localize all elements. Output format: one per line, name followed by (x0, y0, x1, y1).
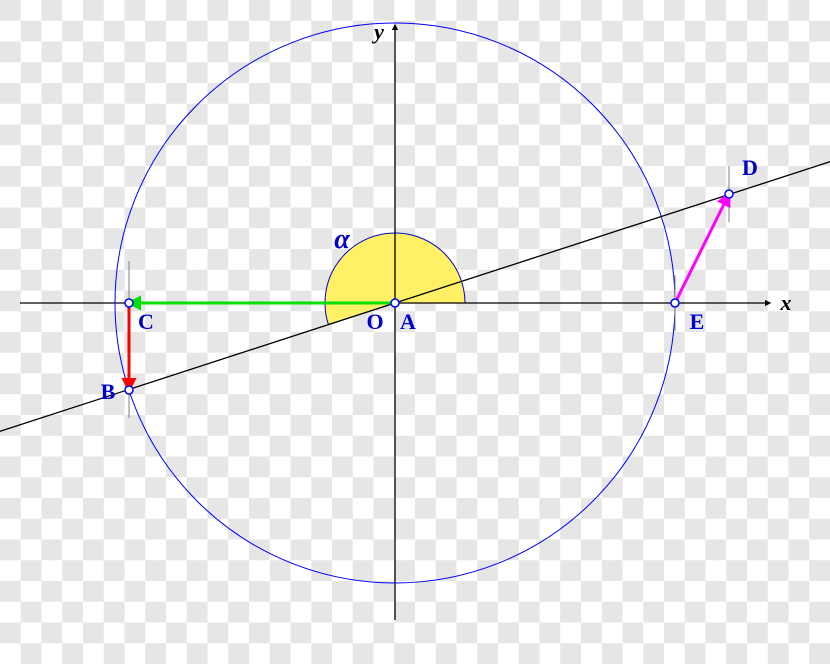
label-A: A (400, 309, 416, 335)
label-x: x (781, 290, 792, 316)
label-C: C (138, 309, 154, 335)
label-E: E (690, 309, 705, 335)
label-D: D (742, 155, 758, 181)
label-B: B (101, 379, 116, 405)
label-y: y (374, 19, 384, 45)
label-O: O (366, 309, 383, 335)
diagram-canvas: OA B C D Ex y α (0, 0, 830, 664)
label-alpha: α (334, 224, 350, 256)
